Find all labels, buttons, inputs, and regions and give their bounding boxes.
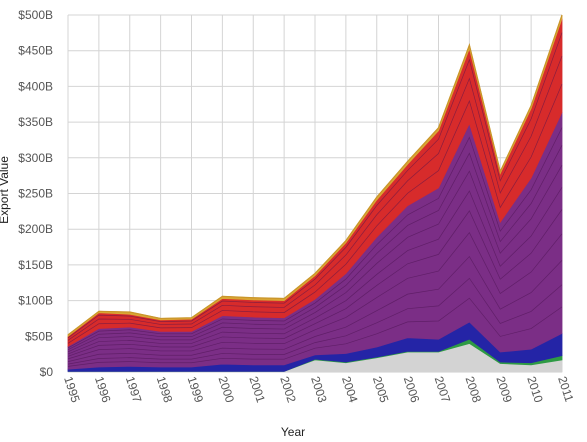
top-outline [67, 14, 563, 336]
y-tick-label: $50B [25, 329, 53, 343]
y-tick-label: $250B [18, 187, 53, 201]
x-tick-label: 2000 [216, 375, 238, 405]
y-axis-ticks: $0 $50B $100B $150B $200B $250B $300B $350B $400… [18, 8, 53, 379]
x-tick-label: 2003 [308, 375, 330, 405]
y-tick-label: $350B [18, 115, 53, 129]
area-texture-line [67, 55, 563, 341]
x-axis-ticks: 1995 1996 1997 1998 1999 2000 2001 2002 2003 2004… [61, 375, 576, 405]
area-texture-line [67, 209, 563, 357]
x-tick-label: 2002 [277, 375, 299, 405]
area-texture-line [67, 145, 563, 351]
y-tick-label: $0 [40, 365, 54, 379]
x-tick-label: 2007 [432, 375, 454, 405]
x-axis-title: Year [281, 425, 305, 439]
area-texture-line [67, 255, 563, 362]
x-tick-label: 2009 [493, 375, 515, 405]
area-texture-line [67, 165, 563, 353]
area-texture-line [67, 187, 563, 355]
x-tick-label: 1995 [61, 375, 83, 405]
area-texture-line [67, 127, 563, 349]
y-tick-label: $400B [18, 79, 53, 93]
x-tick-label: 2006 [401, 375, 423, 405]
y-tick-label: $500B [18, 8, 53, 22]
y-tick-label: $100B [18, 294, 53, 308]
x-tick-label: 1998 [154, 375, 176, 405]
area-texture-line [67, 32, 563, 339]
y-tick-label: $450B [18, 44, 53, 58]
area-texture-line [67, 232, 563, 360]
x-tick-label: 1999 [185, 375, 207, 405]
x-tick-label: 2010 [524, 375, 546, 405]
stacked-areas [67, 14, 563, 373]
x-tick-label: 2008 [463, 375, 485, 405]
x-tick-label: 2011 [555, 375, 576, 404]
x-tick-label: 2001 [246, 375, 268, 405]
area-texture-lines [67, 14, 563, 367]
x-tick-label: 1996 [92, 375, 114, 405]
area-texture-line [67, 83, 563, 344]
x-tick-label: 2004 [339, 375, 361, 405]
y-tick-label: $150B [18, 258, 53, 272]
area-texture-line [67, 277, 563, 365]
x-tick-label: 2005 [370, 375, 392, 405]
y-tick-label: $200B [18, 222, 53, 236]
y-axis-title: Export Value [0, 156, 11, 224]
y-tick-label: $300B [18, 151, 53, 165]
x-tick-label: 1997 [123, 375, 145, 405]
area-texture-line [67, 297, 563, 367]
